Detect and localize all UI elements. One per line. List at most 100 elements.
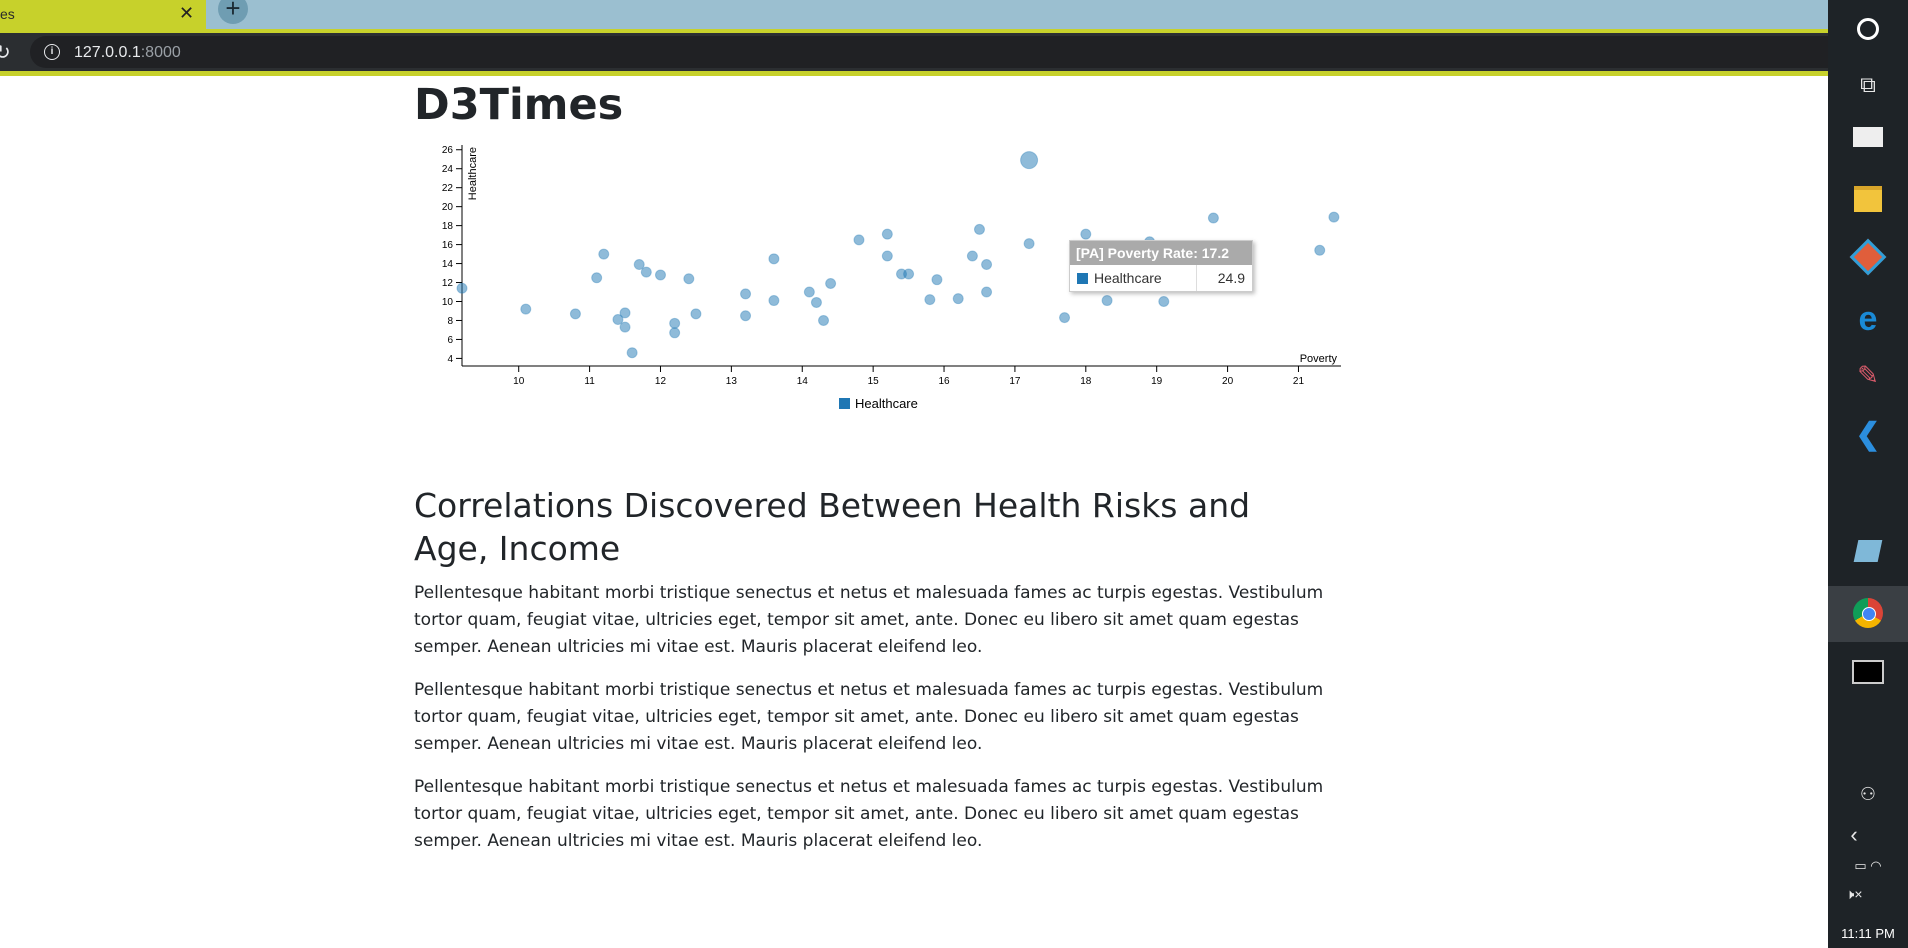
vscode-icon[interactable]: ❮ <box>1855 418 1881 451</box>
scatter-point <box>981 259 993 271</box>
scatter-point <box>1314 244 1326 256</box>
file-explorer-icon[interactable] <box>1828 186 1908 217</box>
cortana-icon[interactable] <box>1828 18 1908 45</box>
scatter-point <box>931 274 943 286</box>
x-tick-label: 21 <box>1293 376 1305 387</box>
scatter-point <box>1101 295 1113 307</box>
scatter-point <box>818 314 830 326</box>
x-tick-label: 14 <box>797 376 809 387</box>
browser-toolbar: ↻ i 127.0.0.1:8000 <box>0 33 1860 71</box>
scatter-point <box>810 296 822 308</box>
y-tick-label: 4 <box>447 354 453 365</box>
y-tick-label: 10 <box>442 297 454 308</box>
legend-label: Healthcare <box>855 396 918 411</box>
chart-container: 10 11 12 13 14 15 16 17 18 19 20 21 4 6 8 10 12 14 16 18 20 2… <box>414 134 1344 484</box>
scatter-point <box>740 288 752 300</box>
page-content: D3Times 10 11 12 13 14 15 16 17 18 19 20 21 4 6 8 10 12 1… <box>414 76 1341 871</box>
scatter-point <box>669 317 681 329</box>
y-tick-label: 24 <box>442 164 454 175</box>
y-tick-label: 6 <box>447 335 453 346</box>
scatter-point <box>740 310 752 322</box>
x-tick-label: 15 <box>868 376 880 387</box>
new-tab-button[interactable]: + <box>218 0 248 24</box>
url-port: :8000 <box>140 44 181 61</box>
notes-icon[interactable] <box>1828 540 1908 567</box>
scatter-point <box>654 269 666 281</box>
data-points <box>456 151 1340 359</box>
scatter-chart: 10 11 12 13 14 15 16 17 18 19 20 21 4 6 8 10 12 14 16 18 20 2… <box>442 145 1341 411</box>
terminal-icon[interactable] <box>1828 660 1908 689</box>
taskbar: ⧉ e ✎ ❮ ⚇ ‹ ▭ ◠ 🕨× 11:11 PM <box>1828 0 1908 948</box>
page-title: D3Times <box>414 80 624 130</box>
scatter-point <box>881 228 893 240</box>
scatter-point <box>619 321 631 333</box>
y-axis-label: Healthcare <box>467 147 479 200</box>
browser-tab[interactable]: es ✕ <box>0 0 206 29</box>
info-icon[interactable]: i <box>44 44 60 60</box>
scatter-point <box>640 266 652 278</box>
paragraph: Pellentesque habitant morbi tristique se… <box>414 777 1324 851</box>
scatter-point <box>612 314 624 326</box>
x-tick-label: 11 <box>584 376 595 387</box>
paragraph: Pellentesque habitant morbi tristique se… <box>414 583 1324 657</box>
y-tick-label: 8 <box>447 316 453 327</box>
x-tick-label: 10 <box>513 376 525 387</box>
chrome-icon[interactable] <box>1828 598 1908 633</box>
scatter-point <box>598 248 610 260</box>
tooltip-title: [PA] Poverty Rate: 17.2 <box>1070 241 1252 265</box>
clock[interactable]: 11:11 PM <box>1841 926 1895 941</box>
show-hidden-icons-chevron-icon[interactable]: ‹ <box>1850 822 1858 847</box>
scatter-point <box>619 307 631 319</box>
scatter-point <box>633 259 645 271</box>
y-tick-label: 20 <box>442 202 454 213</box>
scatter-point <box>1023 238 1035 250</box>
scatter-point <box>966 250 978 262</box>
scatter-point <box>924 294 936 306</box>
scatter-point <box>881 250 893 262</box>
scatter-point <box>591 272 603 284</box>
people-icon[interactable]: ⚇ <box>1859 784 1877 804</box>
address-bar[interactable]: i 127.0.0.1:8000 <box>30 36 1860 68</box>
edge-icon[interactable]: e <box>1858 300 1878 338</box>
y-tick-label: 14 <box>442 259 454 270</box>
tooltip-row: Healthcare 24.9 <box>1070 265 1252 291</box>
scatter-point <box>1080 228 1092 240</box>
scatter-point <box>973 223 985 235</box>
scatter-point <box>669 327 681 339</box>
url-text[interactable]: 127.0.0.1:8000 <box>74 44 181 62</box>
scatter-point <box>690 308 702 320</box>
y-tick-label: 18 <box>442 221 454 232</box>
x-tick-label: 16 <box>938 376 950 387</box>
tab-title: es <box>0 6 15 22</box>
x-tick-label: 13 <box>726 376 738 387</box>
scatter-point <box>768 295 780 307</box>
task-view-icon[interactable]: ⧉ <box>1860 72 1876 97</box>
volume-muted-icon[interactable]: 🕨× <box>1845 886 1863 902</box>
x-tick-label: 18 <box>1080 376 1092 387</box>
paint-icon[interactable]: ✎ <box>1857 360 1879 390</box>
reload-icon[interactable]: ↻ <box>0 42 11 64</box>
scatter-point-highlighted <box>1020 151 1039 170</box>
scatter-point <box>683 273 695 285</box>
x-tick-label: 19 <box>1151 376 1163 387</box>
scatter-point <box>803 286 815 298</box>
scatter-point <box>1158 296 1170 308</box>
x-tick-label: 20 <box>1222 376 1234 387</box>
mail-icon[interactable] <box>1828 127 1908 152</box>
axes: 10 11 12 13 14 15 16 17 18 19 20 21 4 6 8 10 12 14 16 18 20 2… <box>442 145 1341 387</box>
tooltip-series-name: Healthcare <box>1094 270 1162 286</box>
tab-close-icon[interactable]: ✕ <box>179 3 195 23</box>
y-tick-label: 12 <box>442 278 454 289</box>
git-icon[interactable] <box>1828 238 1908 276</box>
scatter-point <box>825 277 837 289</box>
x-tick-label: 17 <box>1009 376 1021 387</box>
y-tick-label: 22 <box>442 183 454 194</box>
scatter-point <box>981 286 993 298</box>
y-tick-label: 26 <box>442 145 454 156</box>
scatter-point <box>520 303 532 315</box>
scatter-point <box>1059 312 1071 324</box>
battery-wifi-icon[interactable]: ▭ ◠ <box>1854 858 1882 873</box>
x-tick-label: 12 <box>655 376 667 387</box>
paragraph: Pellentesque habitant morbi tristique se… <box>414 680 1324 754</box>
scatter-point <box>768 253 780 265</box>
